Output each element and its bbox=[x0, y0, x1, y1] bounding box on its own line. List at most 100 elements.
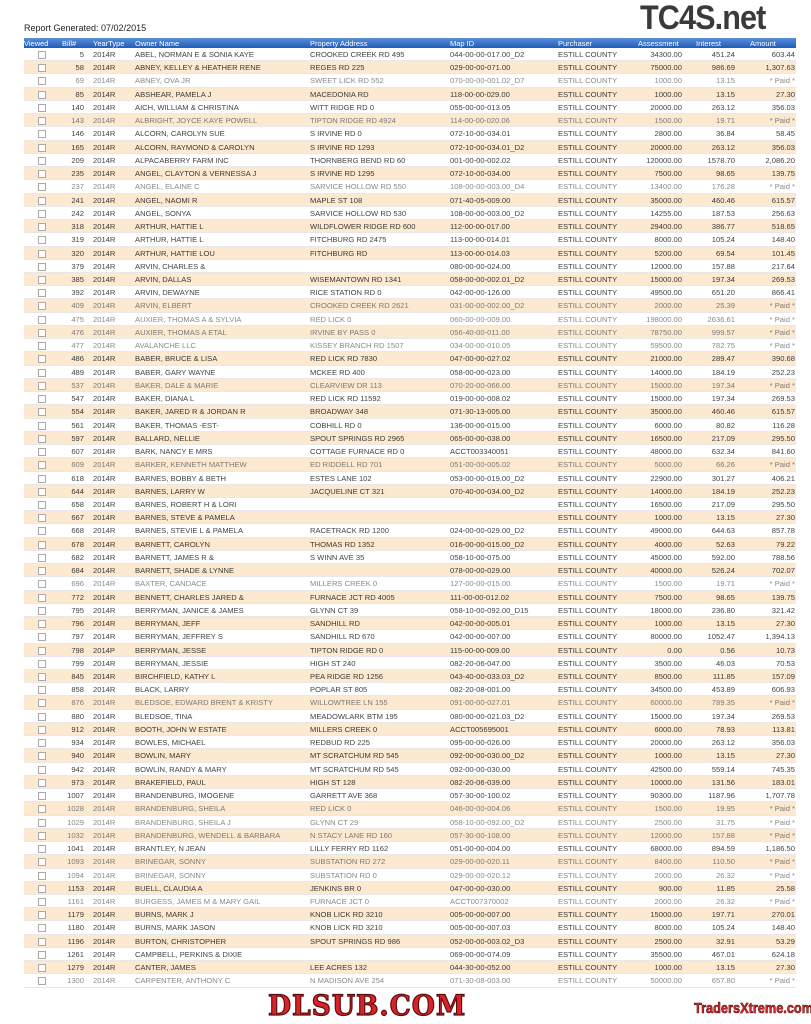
table-row[interactable]: 1028 2014R BRANDENBURG, SHEILA RED LICK 0 04… bbox=[24, 802, 796, 816]
col-bill[interactable]: Bill# bbox=[62, 39, 77, 48]
viewed-checkbox[interactable] bbox=[38, 183, 46, 192]
table-row[interactable]: 1196 2014R BURTON, CHRISTOPHER SPOUT SPRING… bbox=[24, 934, 796, 948]
table-row[interactable]: 165 2014R ALCORN, RAYMOND & CAROLYN S IRVIN… bbox=[24, 140, 796, 154]
table-row[interactable]: 537 2014R BAKER, DALE & MARIE CLEARVIEW DR … bbox=[24, 378, 796, 393]
viewed-checkbox[interactable] bbox=[38, 699, 46, 708]
viewed-checkbox[interactable] bbox=[38, 580, 46, 589]
table-row[interactable]: 554 2014R BAKER, JARED R & JORDAN R BROADWA… bbox=[24, 405, 796, 419]
viewed-checkbox[interactable] bbox=[38, 262, 46, 271]
table-row[interactable]: 69 2014R ABNEY, OVA JR SWEET LICK RD 552 070… bbox=[24, 74, 796, 88]
viewed-checkbox[interactable] bbox=[38, 500, 46, 509]
viewed-checkbox[interactable] bbox=[38, 130, 46, 139]
table-row[interactable]: 58 2014R ABNEY, KELLEY & HEATHER RENE REGES… bbox=[24, 61, 796, 75]
table-row[interactable]: 1041 2014R BRANTLEY, N JEAN LILLY FERRY RD … bbox=[24, 842, 796, 856]
table-row[interactable]: 385 2014R ARVIN, DALLAS WISEMANTOWN RD 1341… bbox=[24, 272, 796, 287]
viewed-checkbox[interactable] bbox=[38, 421, 46, 430]
viewed-checkbox[interactable] bbox=[38, 950, 46, 959]
viewed-checkbox[interactable] bbox=[38, 223, 46, 232]
table-row[interactable]: 242 2014R ANGEL, SONYA SARVICE HOLLOW RD 53… bbox=[24, 207, 796, 221]
viewed-checkbox[interactable] bbox=[38, 659, 46, 668]
table-row[interactable]: 1300 2014R CARPENTER, ANTHONY C N MADISON A… bbox=[24, 974, 796, 988]
table-row[interactable]: 1180 2014R BURNS, MARK JASON KNOB LICK RD 3… bbox=[24, 921, 796, 935]
viewed-checkbox[interactable] bbox=[38, 911, 46, 920]
table-row[interactable]: 409 2014R ARVIN, ELBERT CROOKED CREEK RD 26… bbox=[24, 299, 796, 313]
viewed-checkbox[interactable] bbox=[38, 355, 46, 364]
viewed-checkbox[interactable] bbox=[38, 831, 46, 840]
viewed-checkbox[interactable] bbox=[38, 924, 46, 933]
table-row[interactable]: 379 2014R ARVIN, CHARLES & 080-00-00-024.00… bbox=[24, 260, 796, 273]
viewed-checkbox[interactable] bbox=[38, 64, 46, 73]
viewed-checkbox[interactable] bbox=[38, 487, 46, 496]
table-row[interactable]: 547 2014R BAKER, DIANA L RED LICK RD 11592 0… bbox=[24, 392, 796, 406]
table-row[interactable]: 678 2014R BARNETT, CAROLYN THOMAS RD 1352 01… bbox=[24, 537, 796, 551]
table-row[interactable]: 618 2014R BARNES, BOBBY & BETH ESTES LANE 1… bbox=[24, 472, 796, 485]
table-row[interactable]: 235 2014R ANGEL, CLAYTON & VERNESSA J S IRV… bbox=[24, 167, 796, 181]
table-row[interactable]: 486 2014R BABER, BRUCE & LISA RED LICK RD 7… bbox=[24, 352, 796, 366]
col-map-id[interactable]: Map ID bbox=[450, 39, 475, 48]
table-row[interactable]: 237 2014R ANGEL, ELAINE C SARVICE HOLLOW RD… bbox=[24, 180, 796, 194]
viewed-checkbox[interactable] bbox=[38, 328, 46, 337]
viewed-checkbox[interactable] bbox=[38, 275, 46, 284]
viewed-checkbox[interactable] bbox=[38, 196, 46, 205]
table-row[interactable]: 489 2014R BABER, GARY WAYNE MCKEE RD 400 058… bbox=[24, 366, 796, 379]
viewed-checkbox[interactable] bbox=[38, 527, 46, 536]
viewed-checkbox[interactable] bbox=[38, 474, 46, 483]
table-row[interactable]: 796 2014R BERRYMAN, JEFF SANDHILL RD 042-00-… bbox=[24, 617, 796, 631]
table-row[interactable]: 1029 2014R BRANDENBURG, SHEILA J GLYNN CT 2… bbox=[24, 816, 796, 829]
col-owner-name[interactable]: Owner Name bbox=[135, 39, 180, 48]
table-row[interactable]: 797 2014R BERRYMAN, JEFFREY S SANDHILL RD 6… bbox=[24, 630, 796, 644]
table-row[interactable]: 320 2014R ARTHUR, HATTIE LOU FITCHBURG RD 11… bbox=[24, 246, 796, 260]
viewed-checkbox[interactable] bbox=[38, 871, 46, 880]
table-row[interactable]: 318 2014R ARTHUR, HATTIE L WILDFLOWER RIDGE… bbox=[24, 220, 796, 234]
viewed-checkbox[interactable] bbox=[38, 818, 46, 827]
viewed-checkbox[interactable] bbox=[38, 752, 46, 761]
table-row[interactable]: 609 2014R BARKER, KENNETH MATTHEW ED RIDDEL… bbox=[24, 458, 796, 472]
table-row[interactable]: 1093 2014R BRINEGAR, SONNY SUBSTATION RD 27… bbox=[24, 855, 796, 869]
table-row[interactable]: 597 2014R BALLARD, NELLIE SPOUT SPRINGS RD … bbox=[24, 431, 796, 446]
table-row[interactable]: 912 2014R BOOTH, JOHN W ESTATE MILLERS CREE… bbox=[24, 722, 796, 737]
table-row[interactable]: 477 2014R AVALANCHE LLC KISSEY BRANCH RD 15… bbox=[24, 339, 796, 353]
viewed-checkbox[interactable] bbox=[38, 461, 46, 470]
viewed-checkbox[interactable] bbox=[38, 884, 46, 893]
viewed-checkbox[interactable] bbox=[38, 845, 46, 854]
viewed-checkbox[interactable] bbox=[38, 514, 46, 523]
table-row[interactable]: 85 2014R ABSHEAR, PAMELA J MACEDONIA RD 118-… bbox=[24, 87, 796, 101]
viewed-checkbox[interactable] bbox=[38, 977, 46, 986]
table-row[interactable]: 475 2014R AUXIER, THOMAS A & SYLVIA RED LIC… bbox=[24, 313, 796, 326]
viewed-checkbox[interactable] bbox=[38, 792, 46, 801]
viewed-checkbox[interactable] bbox=[38, 170, 46, 179]
col-property-address[interactable]: Property Address bbox=[310, 39, 368, 48]
table-row[interactable]: 858 2014R BLACK, LARRY POPLAR ST 805 082-20-… bbox=[24, 683, 796, 697]
viewed-checkbox[interactable] bbox=[38, 964, 46, 973]
viewed-checkbox[interactable] bbox=[38, 686, 46, 695]
table-row[interactable]: 880 2014R BLEDSOE, TINA MEADOWLARK BTM 195 0… bbox=[24, 710, 796, 723]
viewed-checkbox[interactable] bbox=[38, 567, 46, 576]
table-row[interactable]: 319 2014R ARTHUR, HATTIE L FITCHBURG RD 247… bbox=[24, 233, 796, 247]
viewed-checkbox[interactable] bbox=[38, 236, 46, 245]
viewed-checkbox[interactable] bbox=[38, 937, 46, 946]
col-viewed[interactable]: Viewed bbox=[24, 39, 49, 48]
table-row[interactable]: 799 2014R BERRYMAN, JESSIE HIGH ST 240 082-2… bbox=[24, 657, 796, 671]
table-row[interactable]: 1094 2014R BRINEGAR, SONNY SUBSTATION RD 0 0… bbox=[24, 869, 796, 882]
table-row[interactable]: 658 2014R BARNES, ROBERT H & LORI ESTILL CO… bbox=[24, 498, 796, 512]
table-row[interactable]: 973 2014R BRAKEFIELD, PAUL HIGH ST 128 082-2… bbox=[24, 775, 796, 790]
table-row[interactable]: 644 2014R BARNES, LARRY W JACQUELINE CT 321… bbox=[24, 484, 796, 498]
table-row[interactable]: 607 2014R BARK, NANCY E MRS COTTAGE FURNACE… bbox=[24, 445, 796, 459]
table-row[interactable]: 476 2014R AUXIER, THOMAS A ETAL IRVINE BY P… bbox=[24, 325, 796, 340]
table-row[interactable]: 1161 2014R BURGESS, JAMES M & MARY GAIL FUR… bbox=[24, 895, 796, 909]
table-row[interactable]: 1279 2014R CANTER, JAMES LEE ACRES 132 044-3… bbox=[24, 961, 796, 975]
viewed-checkbox[interactable] bbox=[38, 739, 46, 748]
viewed-checkbox[interactable] bbox=[38, 342, 46, 351]
table-row[interactable]: 845 2014R BIRCHFIELD, KATHY L PEA RIDGE RD … bbox=[24, 670, 796, 684]
viewed-checkbox[interactable] bbox=[38, 209, 46, 218]
viewed-checkbox[interactable] bbox=[38, 77, 46, 86]
table-row[interactable]: 1007 2014R BRANDENBURG, IMOGENE GARRETT AVE… bbox=[24, 789, 796, 803]
viewed-checkbox[interactable] bbox=[38, 593, 46, 602]
viewed-checkbox[interactable] bbox=[38, 434, 46, 443]
table-row[interactable]: 392 2014R ARVIN, DEWAYNE RICE STATION RD 0 0… bbox=[24, 286, 796, 300]
col-purchaser[interactable]: Purchaser bbox=[558, 39, 593, 48]
table-row[interactable]: 1153 2014R BUELL, CLAUDIA A JENKINS BR 0 047… bbox=[24, 881, 796, 895]
table-row[interactable]: 940 2014R BOWLIN, MARY MT SCRATCHUM RD 545 0… bbox=[24, 749, 796, 763]
table-row[interactable]: 772 2014R BENNETT, CHARLES JARED & FURNACE … bbox=[24, 590, 796, 604]
viewed-checkbox[interactable] bbox=[38, 103, 46, 112]
